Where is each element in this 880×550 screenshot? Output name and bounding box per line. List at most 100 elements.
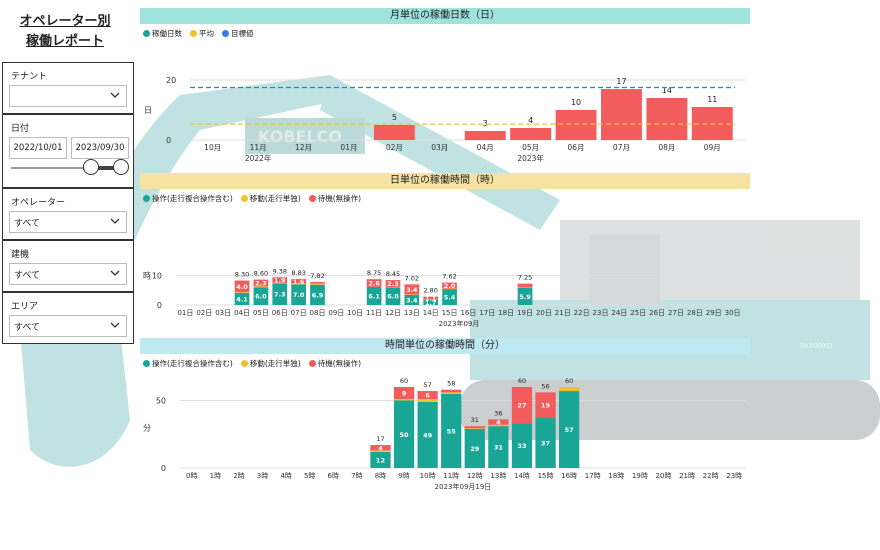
background-brand-text: KOBELCO [258, 127, 342, 146]
x-tick-label: 14日 [423, 309, 439, 317]
x-axis-label: 2023年09月 [439, 319, 480, 328]
bar-value-label: 4 [528, 116, 533, 125]
bar-segment-label: 2.3 [255, 280, 267, 288]
legend-dot [143, 195, 150, 202]
legend-label: 待機(無操作) [317, 194, 362, 203]
x-tick-label: 01月 [340, 143, 357, 152]
report-title: オペレーター別 稼働レポート [0, 12, 130, 52]
bar-segment-move [310, 283, 325, 285]
legend-label: 平均 [199, 29, 214, 38]
date-slider-start-handle[interactable] [83, 159, 99, 175]
bar-total-label: 8.45 [386, 270, 400, 278]
x-tick-label: 6時 [328, 472, 339, 480]
bar-total-label: 60 [565, 377, 573, 385]
bar-segment-idle [272, 277, 288, 283]
bar-segment-idle [417, 391, 438, 400]
bar-segment-idle [517, 283, 533, 288]
bar-total-label: 60 [518, 377, 526, 385]
x-tick-label: 04日 [234, 309, 250, 317]
date-slider-end-handle[interactable] [113, 159, 129, 175]
date-start-input[interactable]: 2022/10/01 [9, 137, 67, 159]
bar-segment-move [272, 282, 288, 284]
legend-item-move: 移動(走行単独) [240, 193, 301, 204]
monthly-days-legend: 稼働日数 平均 目標値 [143, 28, 254, 39]
legend-dot [308, 195, 316, 202]
bar-segment-label: 5.4 [444, 294, 456, 302]
bar-segment-label: 49 [423, 431, 433, 439]
y-tick-label: 0 [166, 136, 171, 145]
chevron-down-icon [110, 270, 120, 276]
bar-segment-label: 4.0 [236, 283, 248, 291]
bar-segment-idle [370, 445, 391, 451]
x-tick-label: 19日 [517, 309, 533, 317]
x-tick-label: 08日 [310, 309, 326, 317]
x-tick-label: 21時 [679, 472, 695, 480]
y-tick-label: 10 [152, 272, 162, 281]
legend-item-days: 稼働日数 [143, 28, 182, 39]
x-tick-label: 7時 [351, 472, 362, 480]
bar-segment-label: 50 [400, 431, 410, 439]
x-tick-label: 04月 [477, 143, 494, 152]
bar-segment-operation [393, 400, 415, 468]
x-tick-label: 05月 [522, 143, 539, 152]
x-tick-label: 17日 [479, 309, 495, 317]
area-dropdown[interactable]: すべて [9, 315, 127, 337]
x-year-label: 2023年 [517, 153, 544, 163]
legend-label: 目標値 [231, 29, 254, 38]
bar-segment-operation [234, 292, 250, 305]
machine-dropdown[interactable]: すべて [9, 263, 127, 285]
bar-value-label: 3 [483, 119, 488, 128]
legend-label: 稼働日数 [152, 29, 182, 38]
date-slider-track[interactable] [11, 167, 125, 169]
bar-segment-move [291, 283, 306, 285]
daily-hours-legend: 操作(走行複合操作含む) 移動(走行単独) 待機(無操作) [143, 193, 361, 204]
bar [601, 89, 642, 140]
bar-segment-move [404, 294, 420, 295]
y-axis-label: 時 [143, 272, 151, 281]
report-title-line1: オペレーター別 [19, 14, 111, 29]
bar-segment-operation [253, 287, 269, 305]
bar-segment-label: 19 [541, 402, 551, 410]
bar-segment-label: 6.9 [312, 291, 324, 299]
x-tick-label: 0時 [186, 472, 197, 480]
bar-segment-label: 6.1 [368, 293, 380, 301]
bar-segment-operation [517, 287, 533, 305]
x-axis-label: 2023年09月19日 [435, 482, 492, 491]
x-tick-label: 10日 [347, 309, 363, 317]
x-tick-label: 03日 [215, 309, 231, 317]
bar-total-label: 56 [541, 382, 549, 390]
bar-segment-operation [291, 284, 306, 305]
bar-segment-label: 12 [376, 456, 385, 464]
machine-filter-label: 建機 [11, 250, 30, 260]
background-model-text: SK500XD [800, 342, 833, 350]
bar-segment-idle [535, 392, 556, 419]
date-filter-label: 日付 [11, 124, 30, 134]
bar-segment-label: 6.0 [387, 293, 399, 301]
bar-segment-operation [488, 426, 509, 468]
date-end-input[interactable]: 2023/09/30 [71, 137, 129, 159]
bar-segment-idle [488, 419, 509, 425]
bar-total-label: 57 [423, 381, 431, 389]
x-tick-label: 2時 [233, 472, 244, 480]
tenant-dropdown[interactable] [9, 85, 127, 107]
operator-dropdown[interactable]: すべて [9, 211, 127, 233]
x-tick-label: 16時 [561, 472, 577, 480]
bar-segment-idle [511, 387, 533, 424]
x-tick-label: 12日 [385, 309, 401, 317]
bar [510, 128, 552, 140]
x-tick-label: 09日 [328, 309, 344, 317]
date-filter: 日付 2022/10/01 2023/09/30 [2, 114, 134, 188]
legend-item-operation: 操作(走行複合操作含む) [143, 193, 233, 204]
chevron-down-icon [110, 92, 120, 98]
bar-value-label: 17 [616, 77, 626, 86]
bar-segment-operation [464, 428, 485, 468]
bar-segment-operation [366, 287, 382, 305]
bar-segment-label: 6 [425, 392, 430, 400]
legend-dot [222, 30, 229, 37]
daily-hours-chart-title: 日単位の稼働時間（時） [140, 173, 750, 189]
legend-item-move: 移動(走行単独) [240, 358, 301, 369]
bar [373, 125, 415, 140]
area-dropdown-value: すべて [14, 323, 41, 333]
bar-segment-label: 1.1 [425, 295, 437, 303]
bar-segment-idle [464, 426, 485, 429]
